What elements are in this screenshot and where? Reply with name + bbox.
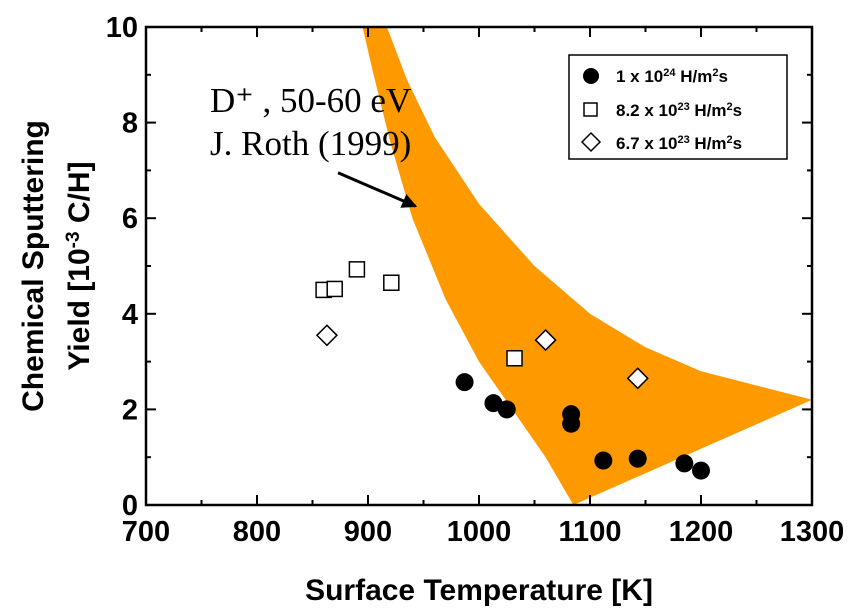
- x-tick-label: 1100: [559, 516, 622, 548]
- data-point-open-diamond: [315, 324, 338, 347]
- legend-label-2: 8.2 x 1023 H/m2s: [616, 101, 742, 120]
- axis-ticks: [145, 26, 813, 506]
- legend-label-1: 1 x 1024 H/m2s: [616, 67, 728, 86]
- data-point-filled-circle: [562, 414, 581, 433]
- legend-box: [568, 54, 788, 160]
- x-tick-label: 800: [233, 516, 281, 548]
- x-axis-title: Surface Temperature [K]: [305, 574, 653, 607]
- x-tick-label: 700: [122, 516, 170, 548]
- data-point-filled-circle: [594, 451, 613, 470]
- legend-label-3: 6.7 x 1023 H/m2s: [616, 134, 742, 153]
- legend-marker-filled-circle: [583, 68, 599, 84]
- annotation-line1: D⁺ , 50-60 eV: [210, 81, 411, 120]
- annotation-line2: J. Roth (1999): [210, 124, 411, 163]
- legend: 1 x 1024 H/m2s 8.2 x 1023 H/m2s 6.7 x 10…: [568, 54, 788, 160]
- annotation-arrow: [337, 171, 418, 208]
- data-point-filled-circle: [628, 449, 647, 468]
- x-tick-label: 1200: [669, 516, 734, 548]
- data-point-filled-circle: [497, 400, 516, 419]
- legend-entry-2: 8.2 x 1023 H/m2s: [583, 101, 742, 120]
- y-tick-label: 8: [122, 108, 138, 140]
- data-point-open-square: [348, 261, 366, 278]
- data-point-open-square: [383, 274, 400, 291]
- legend-entry-3: 6.7 x 1023 H/m2s: [580, 131, 742, 153]
- data-point-open-diamond: [626, 367, 649, 390]
- y-axis-title-line2: Yield [10-3 C/H]: [63, 161, 97, 370]
- data-points: [315, 261, 710, 480]
- data-point-open-square: [506, 350, 523, 367]
- y-tick-label: 6: [122, 203, 138, 235]
- x-tick-label: 1000: [447, 516, 512, 548]
- y-tick-label: 4: [122, 299, 138, 331]
- data-point-open-diamond: [534, 329, 557, 352]
- y-tick-label: 0: [122, 490, 138, 522]
- x-tick-label: 900: [344, 516, 392, 548]
- legend-marker-open-square: [583, 102, 598, 117]
- data-point-filled-circle: [675, 454, 694, 473]
- x-tick-label: 1300: [780, 516, 845, 548]
- data-point-filled-circle: [455, 373, 474, 392]
- data-point-open-square: [326, 280, 343, 298]
- data-point-filled-circle: [692, 461, 710, 480]
- x-tick-labels: 700 800 900 1000 1100 1200 1300: [122, 516, 844, 548]
- legend-marker-open-diamond: [580, 131, 602, 153]
- y-axis-title-line1: Chemical Sputtering: [17, 120, 50, 412]
- annotation: D⁺ , 50-60 eV J. Roth (1999): [210, 81, 418, 208]
- y-tick-label: 10: [106, 12, 138, 44]
- y-tick-label: 2: [122, 394, 138, 426]
- legend-entry-1: 1 x 1024 H/m2s: [583, 67, 728, 86]
- y-tick-labels: 0 2 4 6 8 10: [106, 12, 138, 522]
- data-range-band: [362, 27, 812, 505]
